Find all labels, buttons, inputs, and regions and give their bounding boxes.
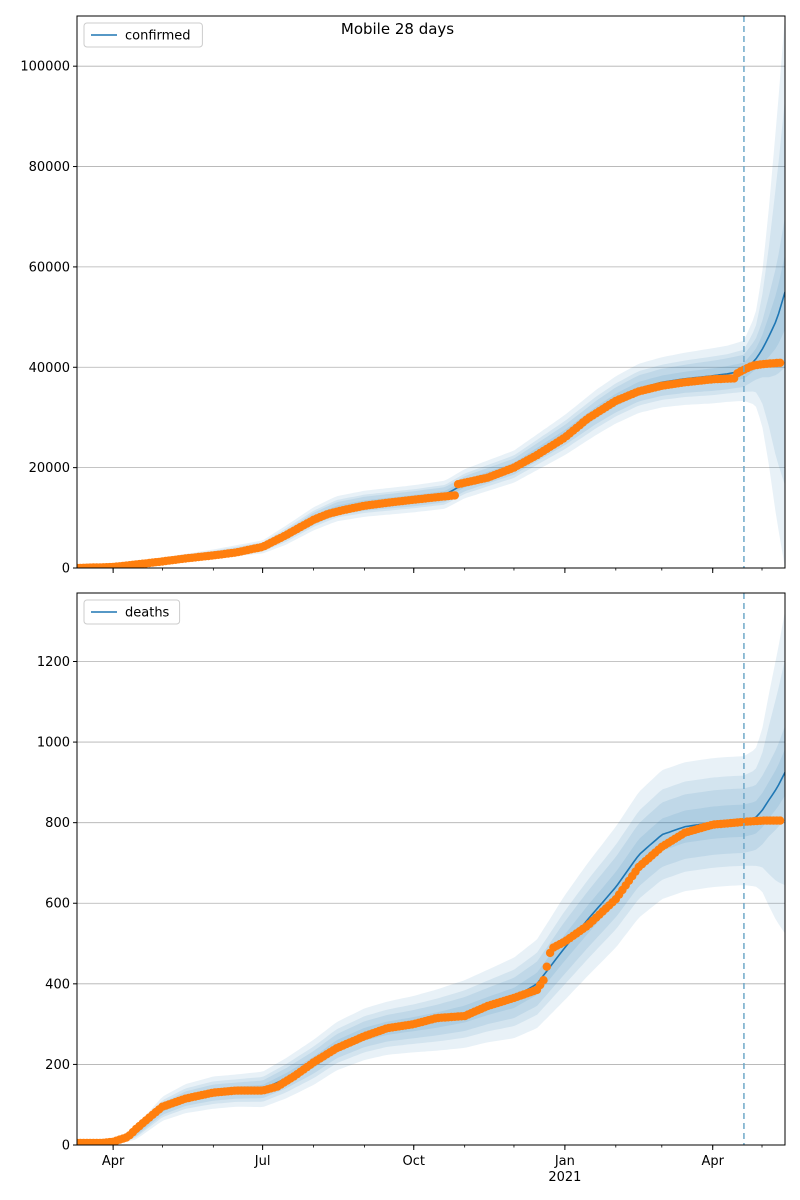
y-tick-label: 200: [45, 1058, 70, 1073]
legend-label: deaths: [125, 606, 170, 621]
observed-series: [77, 358, 785, 568]
axes-frame: [76, 15, 786, 569]
legend-box: [83, 599, 181, 625]
y-tick-label: 80000: [29, 160, 70, 175]
y-tick-label: 1200: [37, 655, 70, 670]
y-tick-label: 60000: [29, 260, 70, 275]
plot-area: [77, 16, 785, 568]
observed-point: [775, 816, 785, 825]
y-tick-label: 40000: [29, 361, 70, 376]
x-tick-sublabel: 2021: [548, 1170, 581, 1185]
axes-frame: [76, 592, 786, 1146]
y-tick-label: 400: [45, 977, 70, 992]
y-tick-label: 800: [45, 816, 70, 831]
plot-area: [77, 611, 785, 1145]
uncertainty-band: [77, 659, 785, 1145]
legend-label: confirmed: [125, 29, 191, 44]
observed-point: [775, 358, 785, 367]
observed-point: [542, 962, 551, 971]
observed-point: [539, 976, 548, 985]
x-tick-label: Apr: [102, 1154, 125, 1169]
uncertainty-band: [77, 254, 785, 568]
legend-box: [83, 22, 203, 48]
uncertainty-band: [77, 16, 785, 568]
x-tick-label: Jan: [554, 1154, 575, 1169]
legend: deaths: [83, 599, 181, 625]
x-tick-label: Oct: [403, 1154, 425, 1169]
uncertainty-band: [77, 216, 785, 568]
observed-series: [77, 816, 785, 1145]
panel-confirmed: 0 20000 40000 60000 80000 100000 confirmed: [20, 15, 786, 577]
y-tick-label: 100000: [20, 60, 70, 75]
y-tick-label: 0: [62, 562, 70, 577]
figure-title: Mobile 28 days: [340, 20, 455, 38]
model-line: [77, 291, 785, 568]
y-tick-label: 600: [45, 897, 70, 912]
y-tick-label: 20000: [29, 461, 70, 476]
legend: confirmed: [83, 22, 203, 48]
observed-point: [450, 491, 459, 500]
uncertainty-band: [77, 611, 785, 1145]
y-tick-label: 0: [62, 1139, 70, 1154]
x-tick-label: Apr: [701, 1154, 724, 1169]
x-tick-label: Jul: [254, 1154, 271, 1169]
y-tick-label: 1000: [37, 736, 70, 751]
